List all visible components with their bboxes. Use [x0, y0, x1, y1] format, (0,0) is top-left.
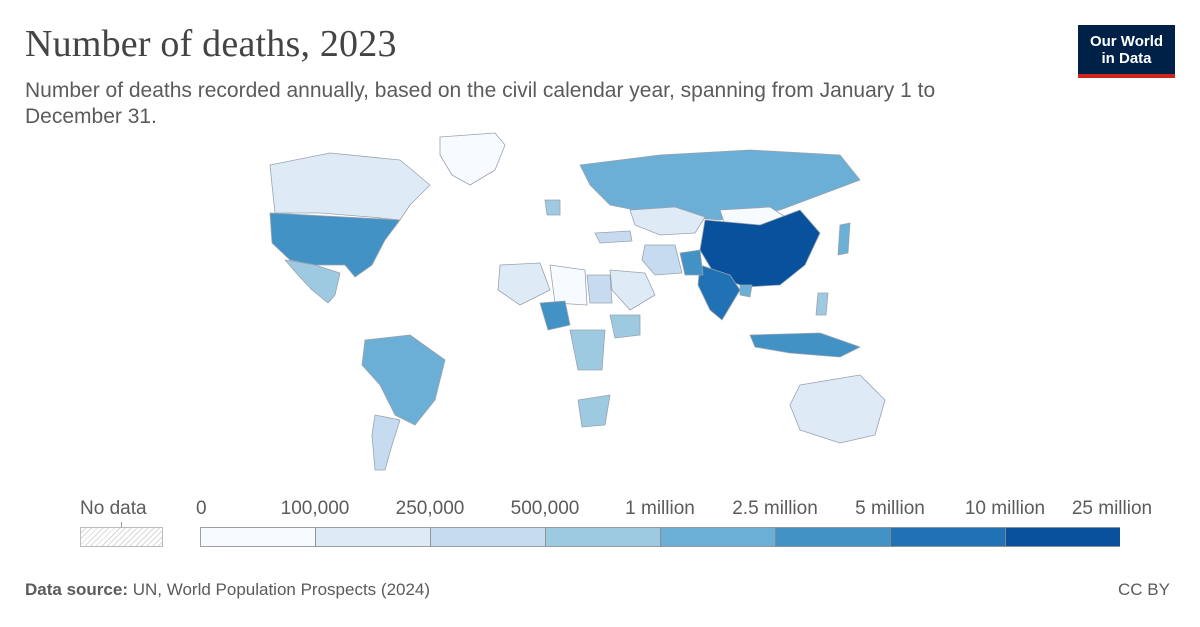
- country-united-states[interactable]: [269, 212, 401, 278]
- country-bangladesh[interactable]: [739, 284, 753, 298]
- country-germany[interactable]: [544, 199, 561, 216]
- source-label: Data source:: [25, 580, 128, 599]
- country-greenland[interactable]: [439, 132, 506, 186]
- country-libya[interactable]: [549, 264, 588, 306]
- logo-line-1: Our World: [1089, 33, 1164, 50]
- chart-subtitle: Number of deaths recorded annually, base…: [25, 79, 936, 128]
- legend-color-bar: [200, 527, 1120, 547]
- owid-logo[interactable]: Our World in Data: [1078, 25, 1175, 78]
- country-india[interactable]: [697, 264, 741, 321]
- country-argentina[interactable]: [371, 414, 401, 471]
- legend-no-data-swatch: [80, 527, 163, 547]
- data-source: Data source: UN, World Population Prospe…: [25, 580, 430, 600]
- country-japan[interactable]: [837, 222, 851, 256]
- legend-label: 2.5 million: [732, 498, 818, 519]
- country-south-africa[interactable]: [577, 394, 611, 428]
- country-ethiopia[interactable]: [609, 314, 641, 339]
- country-brazil[interactable]: [361, 334, 446, 426]
- country-algeria[interactable]: [497, 262, 551, 306]
- country-nigeria[interactable]: [539, 300, 571, 331]
- legend-label: 25 million: [1071, 498, 1153, 519]
- legend-label: 100,000: [280, 498, 350, 519]
- country-saudi-arabia[interactable]: [609, 269, 656, 311]
- country-china[interactable]: [699, 209, 821, 288]
- legend-label: 250,000: [395, 498, 465, 519]
- legend-no-data-tick: [121, 522, 122, 528]
- country-indonesia[interactable]: [749, 332, 861, 358]
- country-iran[interactable]: [641, 244, 683, 276]
- legend-label: 500,000: [510, 498, 580, 519]
- license[interactable]: CC BY: [1118, 580, 1170, 599]
- country-russia[interactable]: [579, 149, 861, 221]
- legend-no-data-label: No data: [80, 498, 147, 519]
- country-kazakhstan[interactable]: [629, 206, 706, 236]
- legend-swatch: [430, 527, 546, 547]
- country-turkey[interactable]: [594, 230, 633, 244]
- legend-swatch: [660, 527, 776, 547]
- world-map: [269, 132, 886, 471]
- legend-swatch: [890, 527, 1006, 547]
- country-dr-congo[interactable]: [569, 329, 606, 371]
- source-text[interactable]: UN, World Population Prospects (2024): [132, 580, 431, 599]
- legend-labels: 0 100,000 250,000 500,000 1 million 2.5 …: [0, 498, 1200, 522]
- legend-swatch: [775, 527, 891, 547]
- chart-title: Number of deaths, 2023: [25, 23, 397, 65]
- legend-label: 0: [196, 498, 207, 519]
- legend-swatch: [200, 527, 316, 547]
- country-australia[interactable]: [789, 374, 886, 444]
- country-philippines[interactable]: [815, 292, 829, 316]
- logo-line-2: in Data: [1101, 50, 1152, 67]
- country-canada[interactable]: [269, 152, 431, 221]
- legend-swatch: [315, 527, 431, 547]
- country-pakistan[interactable]: [679, 249, 704, 276]
- country-mexico[interactable]: [284, 259, 341, 304]
- legend-label: 10 million: [964, 498, 1046, 519]
- legend-label: 1 million: [625, 498, 695, 519]
- country-egypt[interactable]: [586, 274, 613, 304]
- legend-label: 5 million: [855, 498, 925, 519]
- legend-swatch: [545, 527, 661, 547]
- legend-swatch: [1005, 527, 1120, 547]
